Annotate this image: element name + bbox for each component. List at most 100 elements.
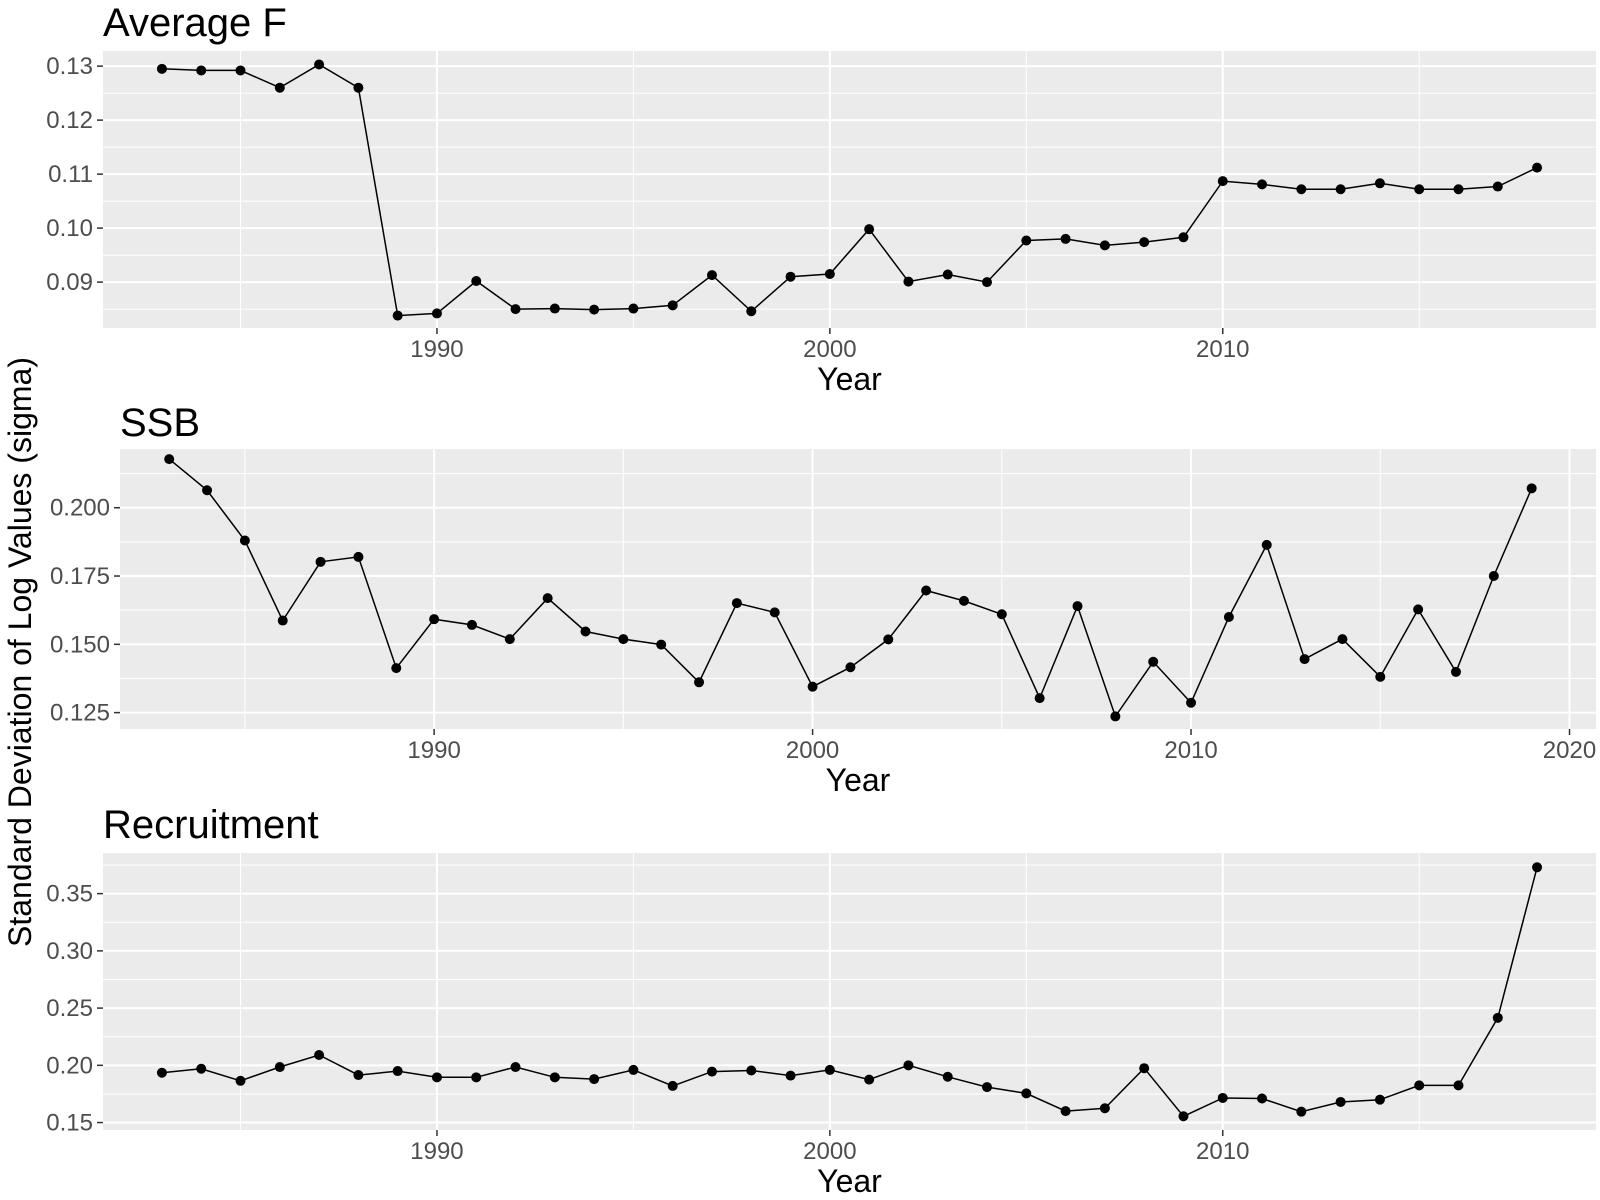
data-point	[1414, 184, 1425, 195]
x-tick-label: 2020	[1543, 737, 1596, 764]
x-axis-title: Year	[826, 762, 891, 798]
data-point	[549, 303, 560, 314]
data-point	[1296, 1106, 1307, 1117]
data-point	[1099, 1103, 1110, 1114]
data-point	[656, 639, 667, 650]
series-line	[161, 63, 1538, 317]
data-point	[274, 82, 285, 93]
data-point	[1257, 179, 1268, 190]
data-point	[1139, 237, 1150, 248]
data-point	[1335, 1096, 1346, 1107]
data-point	[391, 663, 402, 674]
data-point	[807, 681, 818, 692]
data-point	[1532, 862, 1543, 873]
panel-title: SSB	[120, 401, 200, 445]
data-point	[1110, 711, 1121, 722]
data-point	[315, 556, 326, 567]
data-point	[1261, 539, 1272, 550]
data-point	[1374, 178, 1385, 189]
data-point	[542, 593, 553, 604]
y-tick-label: 0.11	[48, 161, 93, 188]
data-point	[903, 1060, 914, 1071]
x-axis-title: Year	[817, 1163, 882, 1199]
y-tick-label: 0.13	[46, 53, 93, 80]
data-point	[746, 1065, 757, 1076]
panel-title: Average F	[103, 1, 287, 45]
data-point	[235, 1075, 246, 1086]
series-line	[161, 867, 1538, 1118]
y-axis-label: Standard Deviation of Log Values (sigma)	[2, 357, 38, 947]
data-point	[1526, 483, 1537, 494]
data-point	[1060, 1106, 1071, 1117]
data-point	[1186, 697, 1197, 708]
data-point	[1178, 232, 1189, 243]
data-point	[580, 626, 591, 637]
y-tick-label: 0.150	[50, 631, 110, 658]
data-point	[785, 271, 796, 282]
y-tick-label: 0.25	[46, 995, 93, 1022]
data-point	[1072, 601, 1083, 612]
data-point	[731, 598, 742, 609]
data-point	[156, 63, 167, 74]
data-point	[1296, 184, 1307, 195]
data-point	[628, 1064, 639, 1075]
panel-average-f: Average F 0.09 0.10 0.11 0.12 0.13 1990 2000 201…	[46, 1, 1596, 397]
data-point	[1335, 184, 1346, 195]
data-point	[883, 634, 894, 645]
data-point	[958, 595, 969, 606]
x-tick-label: 2000	[803, 1138, 856, 1165]
data-point	[156, 1067, 167, 1078]
data-point	[164, 454, 175, 465]
data-point	[235, 65, 246, 76]
data-point	[589, 304, 600, 315]
data-point	[746, 306, 757, 317]
data-point	[429, 614, 440, 625]
data-point	[824, 269, 835, 280]
data-point	[785, 1070, 796, 1081]
data-point	[392, 310, 403, 321]
data-point	[1453, 184, 1464, 195]
data-point	[1337, 634, 1348, 645]
data-point	[864, 224, 875, 235]
data-point	[1532, 162, 1543, 173]
data-point	[1450, 666, 1461, 677]
data-point	[1148, 656, 1159, 667]
data-point	[1257, 1093, 1268, 1104]
data-point	[1217, 1092, 1228, 1103]
data-point	[1217, 176, 1228, 187]
y-tick-label: 0.15	[46, 1110, 93, 1137]
y-tick-label: 0.20	[46, 1052, 93, 1079]
data-point	[196, 1063, 207, 1074]
data-point	[353, 82, 364, 93]
data-point	[1453, 1080, 1464, 1091]
data-point	[1178, 1111, 1189, 1122]
y-tick-label: 0.35	[46, 881, 93, 908]
data-point	[589, 1074, 600, 1085]
data-point	[1021, 1088, 1032, 1099]
x-tick-label: 1990	[410, 336, 463, 363]
data-point	[510, 304, 521, 315]
x-tick-label: 2010	[1196, 1138, 1249, 1165]
data-point	[353, 1070, 364, 1081]
data-point	[903, 276, 914, 287]
x-tick-label: 2000	[803, 336, 856, 363]
data-point	[1099, 240, 1110, 251]
data-point	[982, 1082, 993, 1093]
plot-background	[103, 853, 1596, 1130]
data-point	[471, 276, 482, 287]
data-point	[274, 1062, 285, 1073]
x-tick-label: 1990	[410, 1138, 463, 1165]
data-point	[1492, 1012, 1503, 1023]
data-point	[824, 1064, 835, 1075]
x-axis-title: Year	[817, 361, 882, 397]
data-point	[667, 1080, 678, 1091]
data-point	[1060, 233, 1071, 244]
x-tick-label: 2010	[1196, 336, 1249, 363]
y-tick-label: 0.10	[46, 215, 93, 242]
data-point	[1488, 571, 1499, 582]
data-point	[202, 485, 213, 496]
data-point	[694, 677, 705, 688]
data-point	[277, 615, 288, 626]
data-point	[769, 607, 780, 618]
y-tick-label: 0.175	[50, 563, 110, 590]
